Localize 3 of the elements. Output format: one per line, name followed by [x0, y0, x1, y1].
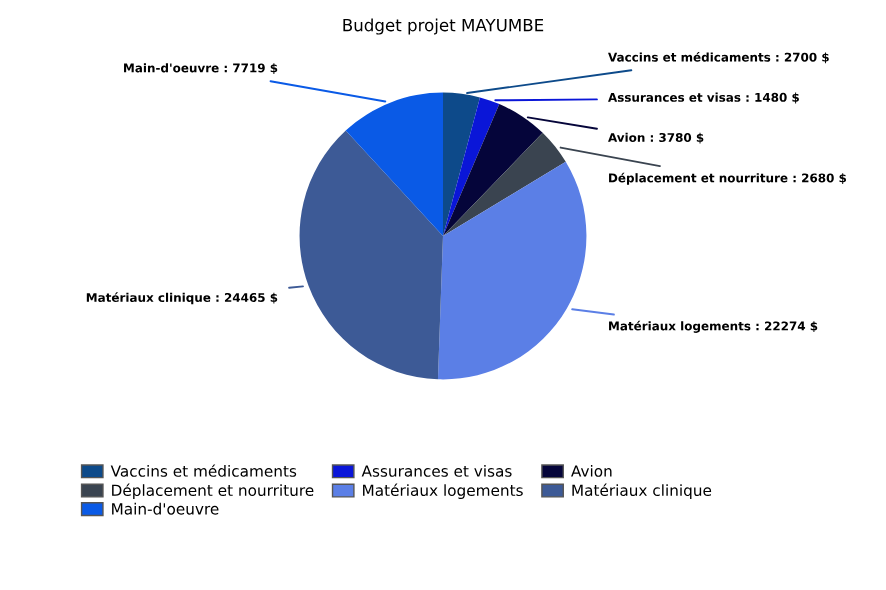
pie-slice: [437, 161, 587, 380]
pie-slice: [299, 130, 443, 380]
chart-title: Budget projet MAYUMBE: [343, 18, 544, 35]
